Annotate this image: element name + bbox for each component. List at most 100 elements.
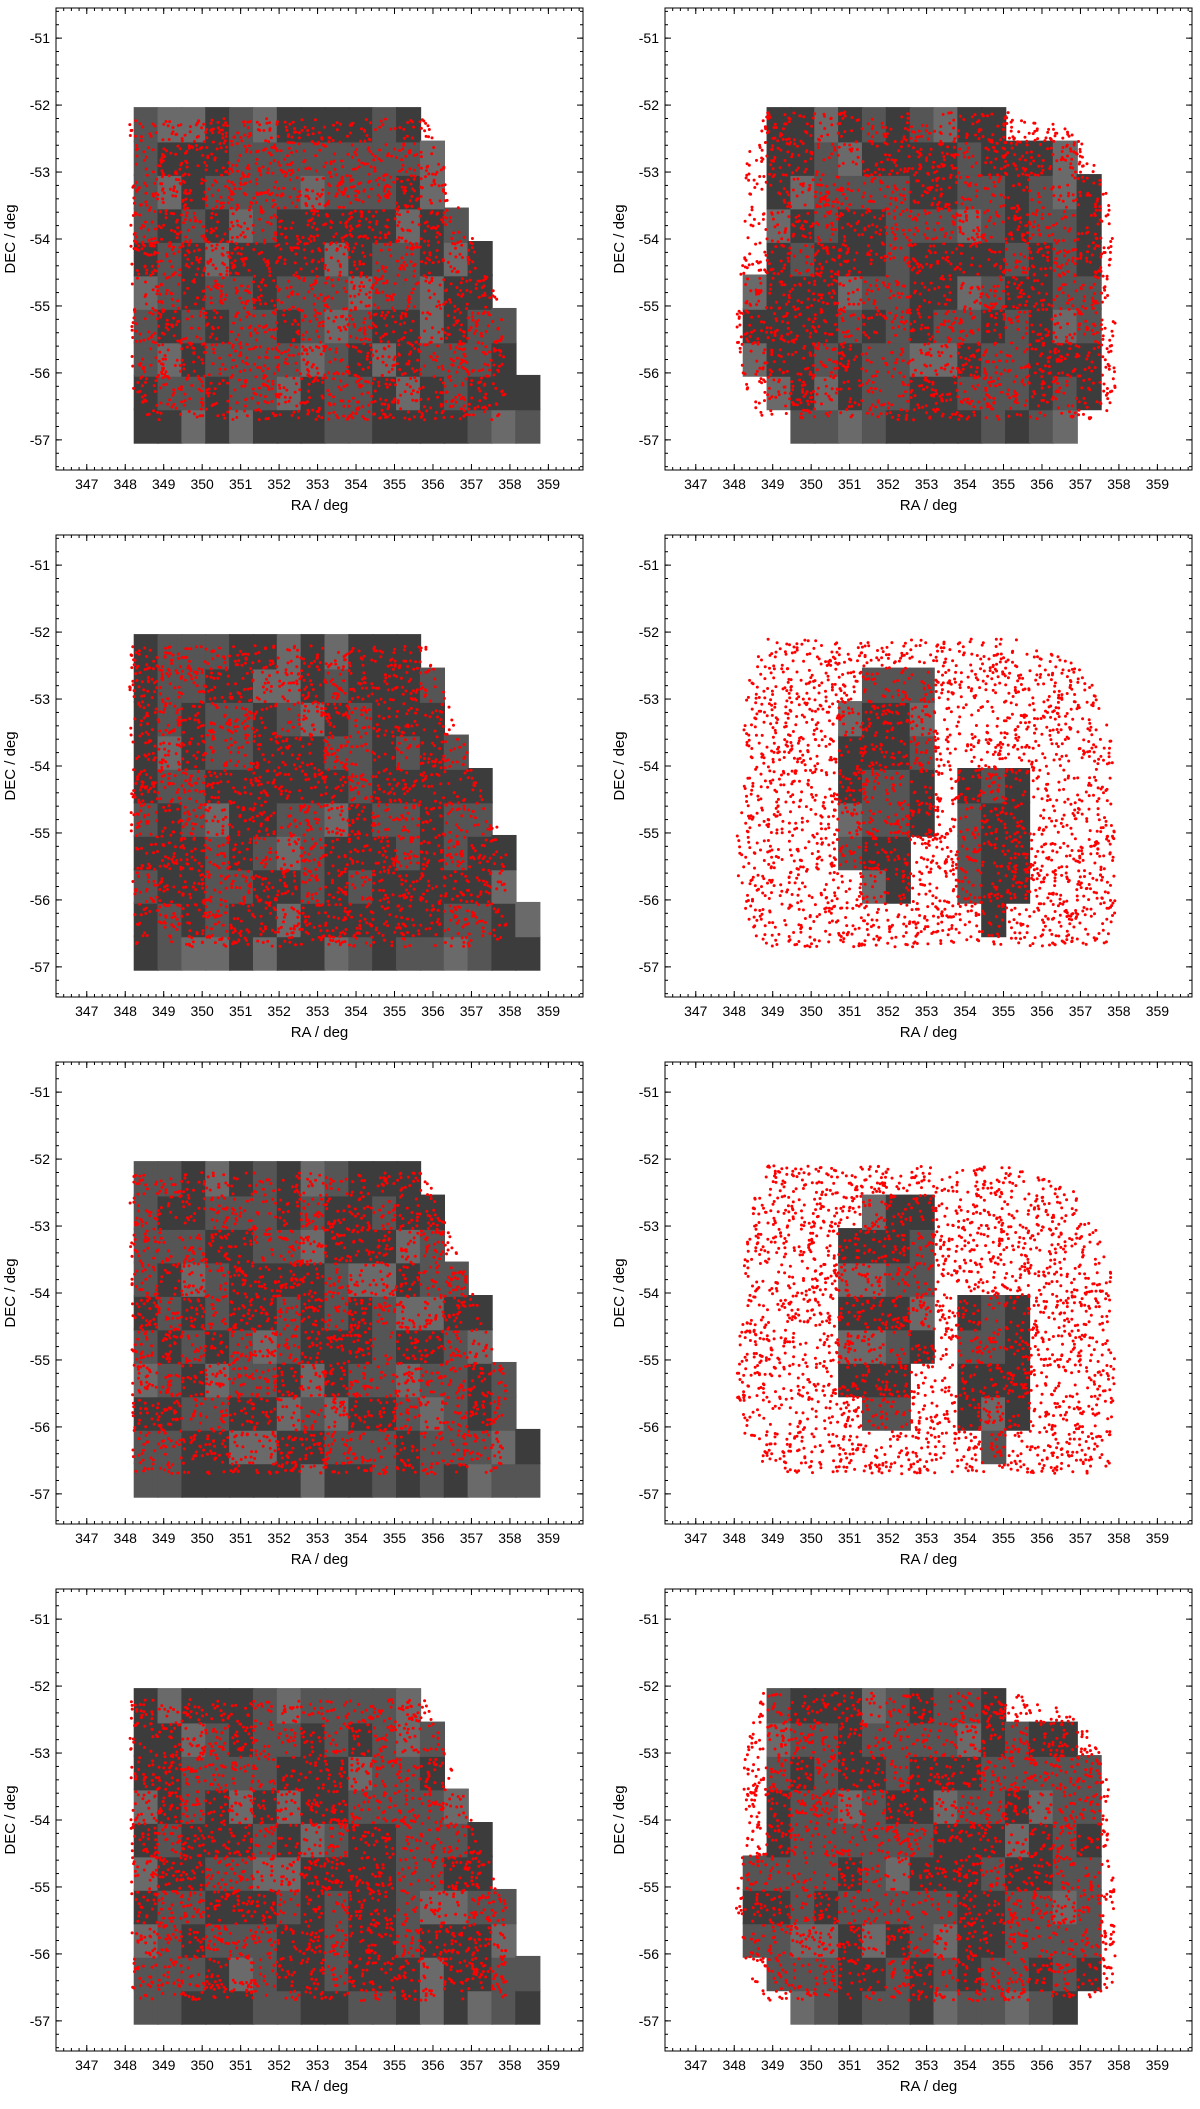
data-point xyxy=(432,292,436,296)
data-point xyxy=(889,196,893,200)
data-point xyxy=(291,221,295,225)
data-point xyxy=(211,362,215,366)
data-point xyxy=(846,335,850,339)
data-point xyxy=(316,213,320,217)
image-tile xyxy=(205,207,231,243)
data-point xyxy=(358,234,362,238)
data-point xyxy=(306,412,310,416)
data-point xyxy=(484,345,488,349)
data-point xyxy=(957,417,961,421)
data-point xyxy=(927,342,930,346)
data-point xyxy=(246,285,250,288)
data-point xyxy=(292,246,296,250)
data-point xyxy=(833,272,837,276)
data-point xyxy=(386,190,390,193)
data-point xyxy=(771,276,775,280)
data-point xyxy=(889,127,893,131)
data-point xyxy=(339,221,342,224)
data-point xyxy=(894,164,898,168)
data-point xyxy=(883,258,887,262)
data-point xyxy=(848,400,852,404)
data-point xyxy=(318,202,322,206)
data-point xyxy=(844,244,848,248)
data-point xyxy=(1085,405,1089,409)
data-point xyxy=(151,264,154,268)
data-point xyxy=(1031,212,1035,216)
data-point xyxy=(361,200,365,204)
data-point xyxy=(246,310,250,314)
data-point xyxy=(273,143,277,147)
data-point xyxy=(148,311,152,315)
data-point xyxy=(402,336,406,340)
data-point xyxy=(423,343,426,347)
data-point xyxy=(948,132,952,136)
data-point xyxy=(405,308,409,312)
data-point xyxy=(307,290,311,294)
data-point xyxy=(809,331,812,335)
data-point xyxy=(150,333,154,337)
data-point xyxy=(292,410,296,414)
data-point xyxy=(891,326,895,330)
data-point xyxy=(185,211,189,215)
data-point xyxy=(207,387,211,391)
image-tile xyxy=(348,241,374,277)
data-point xyxy=(964,357,968,361)
data-point xyxy=(182,363,186,367)
data-point xyxy=(165,322,169,326)
x-tick-label: 351 xyxy=(229,476,253,492)
data-point xyxy=(397,205,401,209)
data-point xyxy=(928,364,932,368)
data-point xyxy=(282,186,285,190)
data-point xyxy=(847,209,851,213)
data-point xyxy=(836,131,840,135)
image-tile xyxy=(133,307,159,344)
data-point xyxy=(943,294,946,298)
data-point xyxy=(1037,248,1041,252)
data-point xyxy=(342,385,346,388)
data-point xyxy=(1041,168,1045,172)
image-tile xyxy=(790,408,816,444)
data-point xyxy=(430,276,434,280)
data-point xyxy=(426,243,430,247)
data-point xyxy=(806,211,810,215)
data-point xyxy=(1054,257,1058,261)
image-tile xyxy=(443,307,469,344)
image-tile xyxy=(861,408,888,444)
data-point xyxy=(339,182,343,186)
data-point xyxy=(976,328,980,332)
data-point xyxy=(444,191,447,195)
data-point xyxy=(1017,130,1021,134)
data-point xyxy=(246,135,250,139)
data-point xyxy=(385,183,389,187)
data-point xyxy=(867,336,871,340)
data-point xyxy=(265,191,269,195)
data-point xyxy=(308,346,312,350)
data-point xyxy=(808,396,812,400)
data-point xyxy=(1088,194,1092,197)
data-point xyxy=(275,327,279,331)
data-point xyxy=(1022,188,1026,192)
data-point xyxy=(400,236,404,240)
data-point xyxy=(266,379,270,383)
data-point xyxy=(428,312,432,316)
data-point xyxy=(230,261,234,265)
data-point xyxy=(406,121,410,124)
data-point xyxy=(266,171,270,175)
data-point xyxy=(969,365,973,369)
data-point xyxy=(244,289,248,293)
data-point xyxy=(867,297,871,301)
data-point xyxy=(952,140,956,144)
data-point xyxy=(404,312,407,316)
data-point xyxy=(481,350,485,354)
data-point xyxy=(398,368,402,371)
data-point xyxy=(283,395,287,399)
data-point xyxy=(312,302,316,306)
data-point xyxy=(394,207,398,211)
data-point xyxy=(351,167,355,171)
data-point xyxy=(198,314,202,318)
data-point xyxy=(807,317,811,321)
data-point xyxy=(197,387,201,391)
data-point xyxy=(231,224,235,228)
data-point xyxy=(255,120,259,124)
data-point xyxy=(739,335,743,339)
